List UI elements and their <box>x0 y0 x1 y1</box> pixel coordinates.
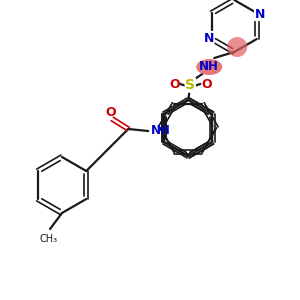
Text: N: N <box>203 32 214 44</box>
Text: O: O <box>201 77 211 91</box>
Text: O: O <box>169 77 180 91</box>
Text: S: S <box>185 78 195 92</box>
Text: NH: NH <box>151 124 171 137</box>
Text: O: O <box>105 106 116 118</box>
Ellipse shape <box>196 59 222 75</box>
Text: N: N <box>255 8 265 20</box>
Text: NH: NH <box>199 61 219 74</box>
Ellipse shape <box>227 37 247 57</box>
Text: CH₃: CH₃ <box>40 234 58 244</box>
